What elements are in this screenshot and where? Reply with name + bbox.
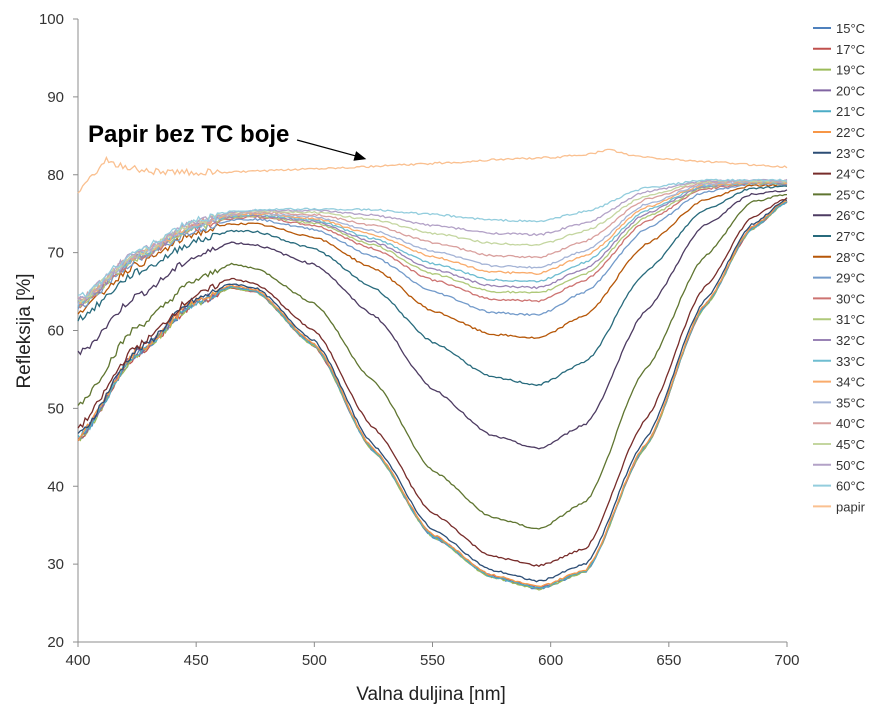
y-tick-label: 30 <box>47 556 64 573</box>
y-tick-label: 60 <box>47 323 64 340</box>
y-tick-label: 90 <box>47 89 64 106</box>
series-line <box>77 148 788 194</box>
series-line <box>77 179 788 303</box>
legend-label: papir <box>836 499 866 514</box>
legend-label: 23°C <box>836 146 865 161</box>
x-tick-label: 450 <box>184 652 209 669</box>
series-line <box>77 201 788 591</box>
series-line <box>77 201 788 590</box>
y-tick-label: 70 <box>47 245 64 262</box>
x-axis-ticks: 400 450 500 550 600 650 700 <box>65 642 800 669</box>
series-line <box>77 182 788 309</box>
series-line <box>77 178 788 298</box>
legend-label: 29°C <box>836 271 865 286</box>
series-line <box>77 185 788 387</box>
legend-label: 60°C <box>836 479 865 494</box>
legend-label: 27°C <box>836 229 865 244</box>
legend: 15°C 17°C 19°C 20°C 21°C 22°C 23°C 24°C 25°C 26°C… <box>813 21 866 514</box>
legend-label: 20°C <box>836 83 865 98</box>
legend-label: 19°C <box>836 63 865 78</box>
y-axis-ticks: 20 30 40 50 60 70 80 90 100 <box>39 11 78 651</box>
x-tick-label: 500 <box>302 652 327 669</box>
y-tick-label: 100 <box>39 11 64 28</box>
x-tick-label: 600 <box>538 652 563 669</box>
series-line <box>77 179 788 301</box>
legend-label: 45°C <box>836 437 865 452</box>
x-tick-label: 550 <box>420 652 445 669</box>
y-axis-label: Refleksija [%] <box>14 273 35 388</box>
series-line <box>77 180 788 307</box>
legend-label: 24°C <box>836 167 865 182</box>
legend-label: 35°C <box>836 395 865 410</box>
series-line <box>77 189 788 450</box>
y-tick-label: 20 <box>47 634 64 651</box>
legend-label: 33°C <box>836 354 865 369</box>
series-line <box>77 199 788 583</box>
legend-label: 34°C <box>836 375 865 390</box>
legend-label: 28°C <box>836 250 865 265</box>
x-axis-label: Valna duljina [nm] <box>356 684 506 705</box>
x-tick-label: 700 <box>774 652 799 669</box>
series-line <box>77 178 788 301</box>
legend-label: 21°C <box>836 104 865 119</box>
annotation-label: Papir bez TC boje <box>88 121 289 148</box>
series-line <box>77 193 788 530</box>
y-tick-label: 50 <box>47 400 64 417</box>
y-tick-label: 40 <box>47 478 64 495</box>
legend-label: 17°C <box>836 42 865 57</box>
series-line <box>77 197 788 568</box>
legend-label: 32°C <box>836 333 865 348</box>
x-tick-label: 650 <box>656 652 681 669</box>
legend-label: 25°C <box>836 187 865 202</box>
legend-label: 40°C <box>836 416 865 431</box>
legend-label: 30°C <box>836 291 865 306</box>
legend-label: 26°C <box>836 208 865 223</box>
annotation-arrowhead <box>353 151 367 161</box>
annotation-arrow <box>296 139 361 158</box>
series-line <box>77 183 788 339</box>
legend-label: 31°C <box>836 312 865 327</box>
legend-label: 22°C <box>836 125 865 140</box>
legend-label: 50°C <box>836 458 865 473</box>
series-lines <box>77 148 788 591</box>
x-tick-label: 400 <box>65 652 90 669</box>
legend-label: 15°C <box>836 21 865 36</box>
y-tick-label: 80 <box>47 167 64 184</box>
series-line <box>77 182 788 317</box>
